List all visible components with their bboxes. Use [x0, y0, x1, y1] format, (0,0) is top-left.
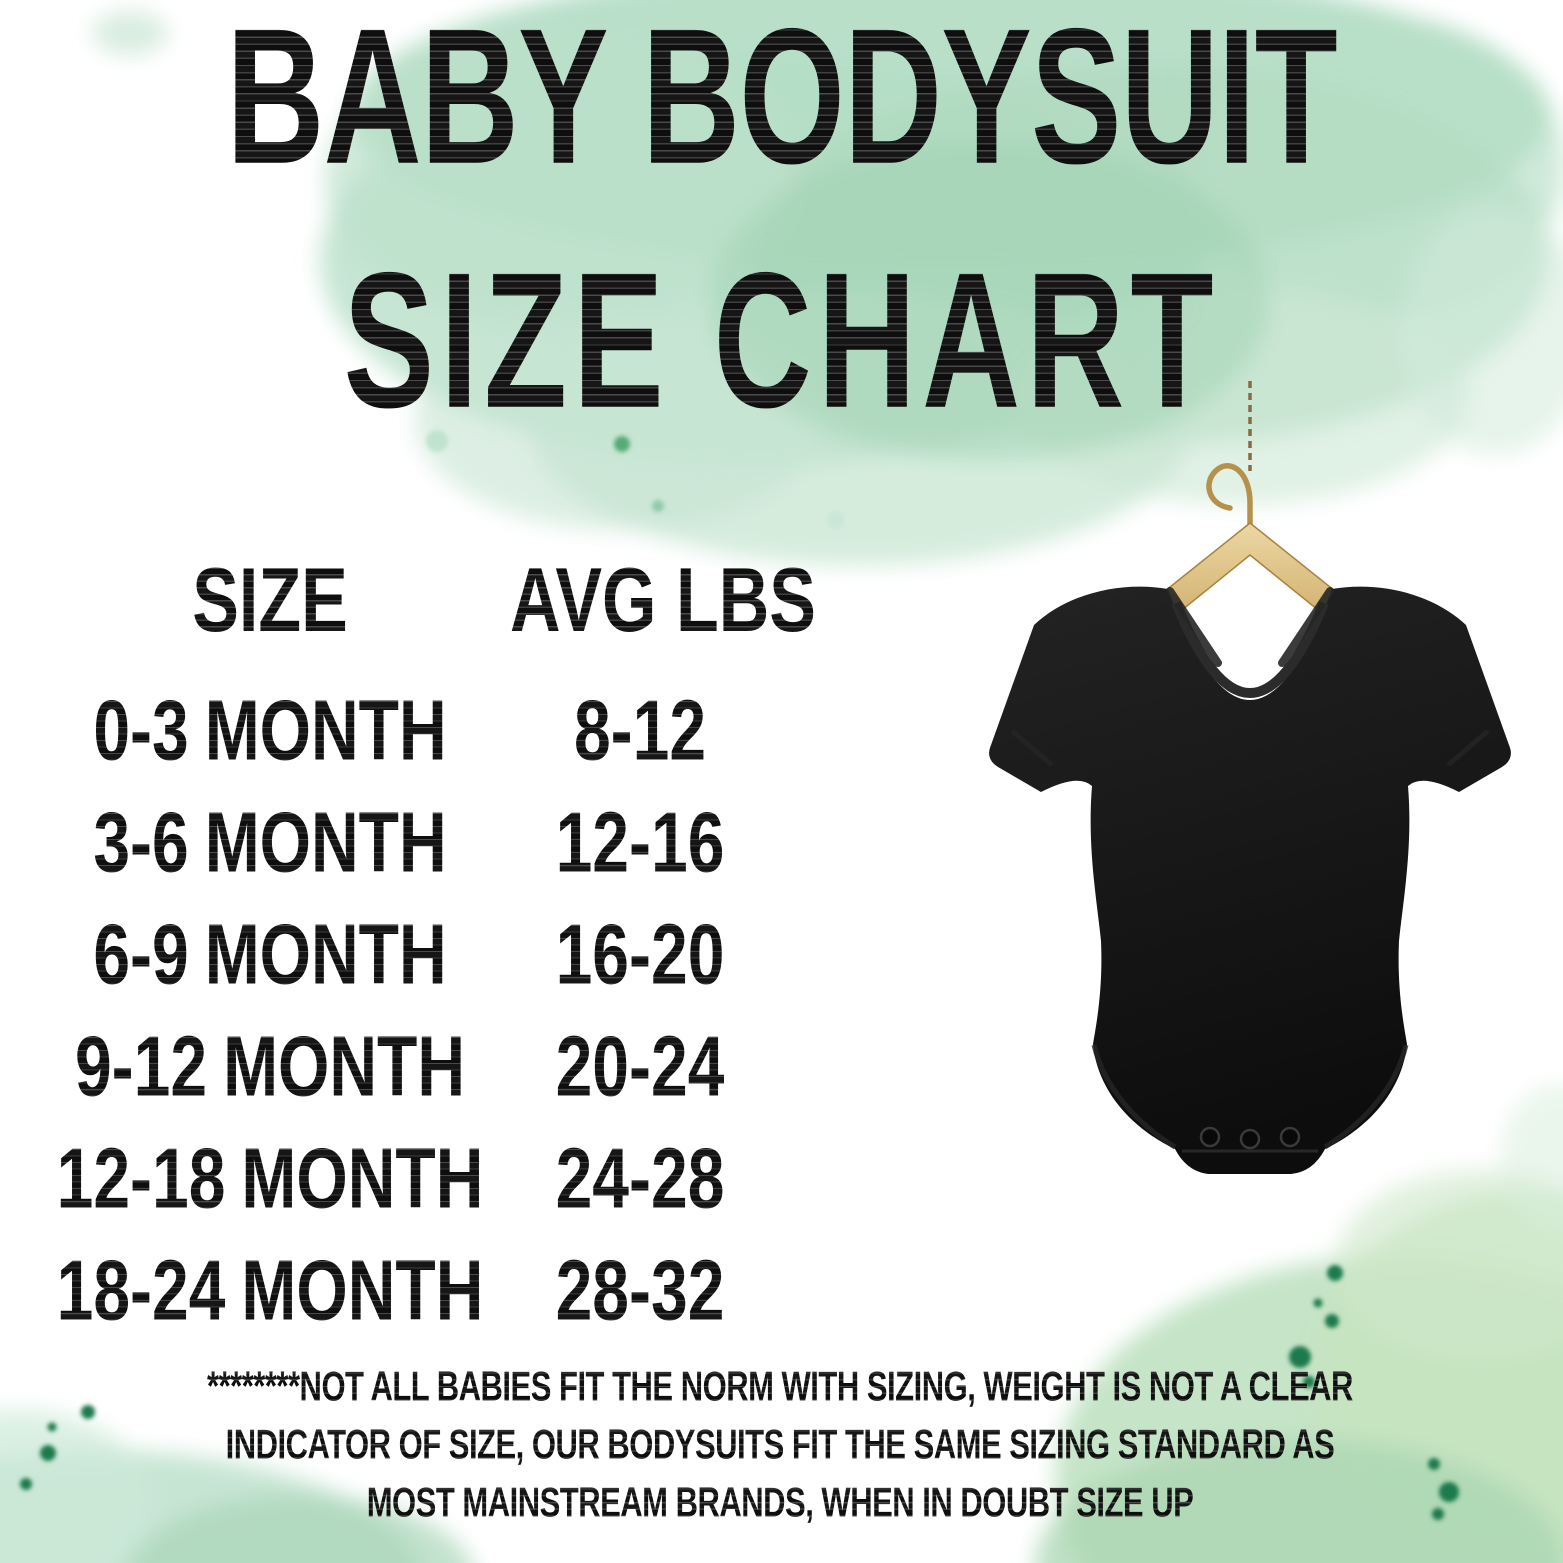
size-range: 3-6 [93, 793, 189, 890]
top-watercolor-splash [92, 0, 1563, 565]
table-header-row: SIZE AVG LBS [30, 548, 816, 650]
title-line-2: SIZE CHART [344, 229, 1220, 451]
disclaimer-line-3: MOST MAINSTREAM BRANDS, WHEN IN DOUBT SI… [367, 1464, 1194, 1542]
column-header-avg-lbs: AVG LBS [510, 549, 816, 651]
size-unit: MONTH [223, 1017, 466, 1114]
disclaimer-line-1: ********NOT ALL BABIES FIT THE NORM WITH… [207, 1348, 1353, 1426]
table-row: 12-18 MONTH 24-28 [30, 1128, 780, 1225]
size-unit: MONTH [241, 1129, 484, 1226]
sizing-disclaimer: ********NOT ALL BABIES FIT THE NORM WITH… [80, 1348, 1480, 1526]
table-row: 0-3 MONTH 8-12 [30, 680, 780, 777]
avg-lbs-value: 8-12 [573, 681, 707, 778]
size-unit: MONTH [241, 1241, 484, 1338]
avg-lbs-value: 20-24 [555, 1017, 725, 1114]
size-range: 9-12 [74, 1017, 208, 1114]
size-range: 6-9 [93, 905, 189, 1002]
bottom-right-watercolor-splash [1035, 1085, 1563, 1563]
table-row: 3-6 MONTH 12-16 [30, 792, 780, 889]
avg-lbs-value: 24-28 [555, 1129, 725, 1226]
size-range: 0-3 [93, 681, 189, 778]
size-unit: MONTH [204, 793, 447, 890]
size-unit: MONTH [204, 905, 447, 1002]
snap-buttons [1199, 1126, 1301, 1150]
sleeve-hem-seams [1010, 729, 1490, 767]
size-range: 12-18 [56, 1129, 226, 1226]
bottom-left-watercolor-splash [0, 1410, 472, 1563]
envelope-neck-seams [1166, 587, 1334, 667]
size-unit: MONTH [204, 681, 447, 778]
avg-lbs-value: 12-16 [555, 793, 725, 890]
column-header-size: SIZE [192, 549, 348, 651]
table-row: 9-12 MONTH 20-24 [30, 1016, 780, 1113]
bodysuit-shape [989, 586, 1511, 1174]
table-row: 18-24 MONTH 28-32 [30, 1240, 780, 1337]
size-range: 18-24 [56, 1241, 226, 1338]
mint-splatter-dots [426, 430, 845, 529]
leg-binding-seams [1091, 1044, 1409, 1150]
collar-ribbing [1171, 601, 1329, 698]
avg-lbs-value: 16-20 [555, 905, 725, 1002]
disclaimer-line-2: INDICATOR OF SIZE, OUR BODYSUITS FIT THE… [226, 1406, 1335, 1484]
size-table: SIZE AVG LBS 0-3 MONTH 8-12 3-6 MONTH 12-1… [30, 548, 816, 1337]
paint-splatter-dots [20, 1265, 1459, 1520]
hanger-hook [1206, 463, 1253, 534]
table-row: 6-9 MONTH 16-20 [30, 904, 780, 1001]
title-line-1: BABY BODYSUIT [226, 0, 1337, 207]
avg-lbs-value: 28-32 [555, 1241, 725, 1338]
bodysuit-on-hanger-image [989, 381, 1511, 1174]
